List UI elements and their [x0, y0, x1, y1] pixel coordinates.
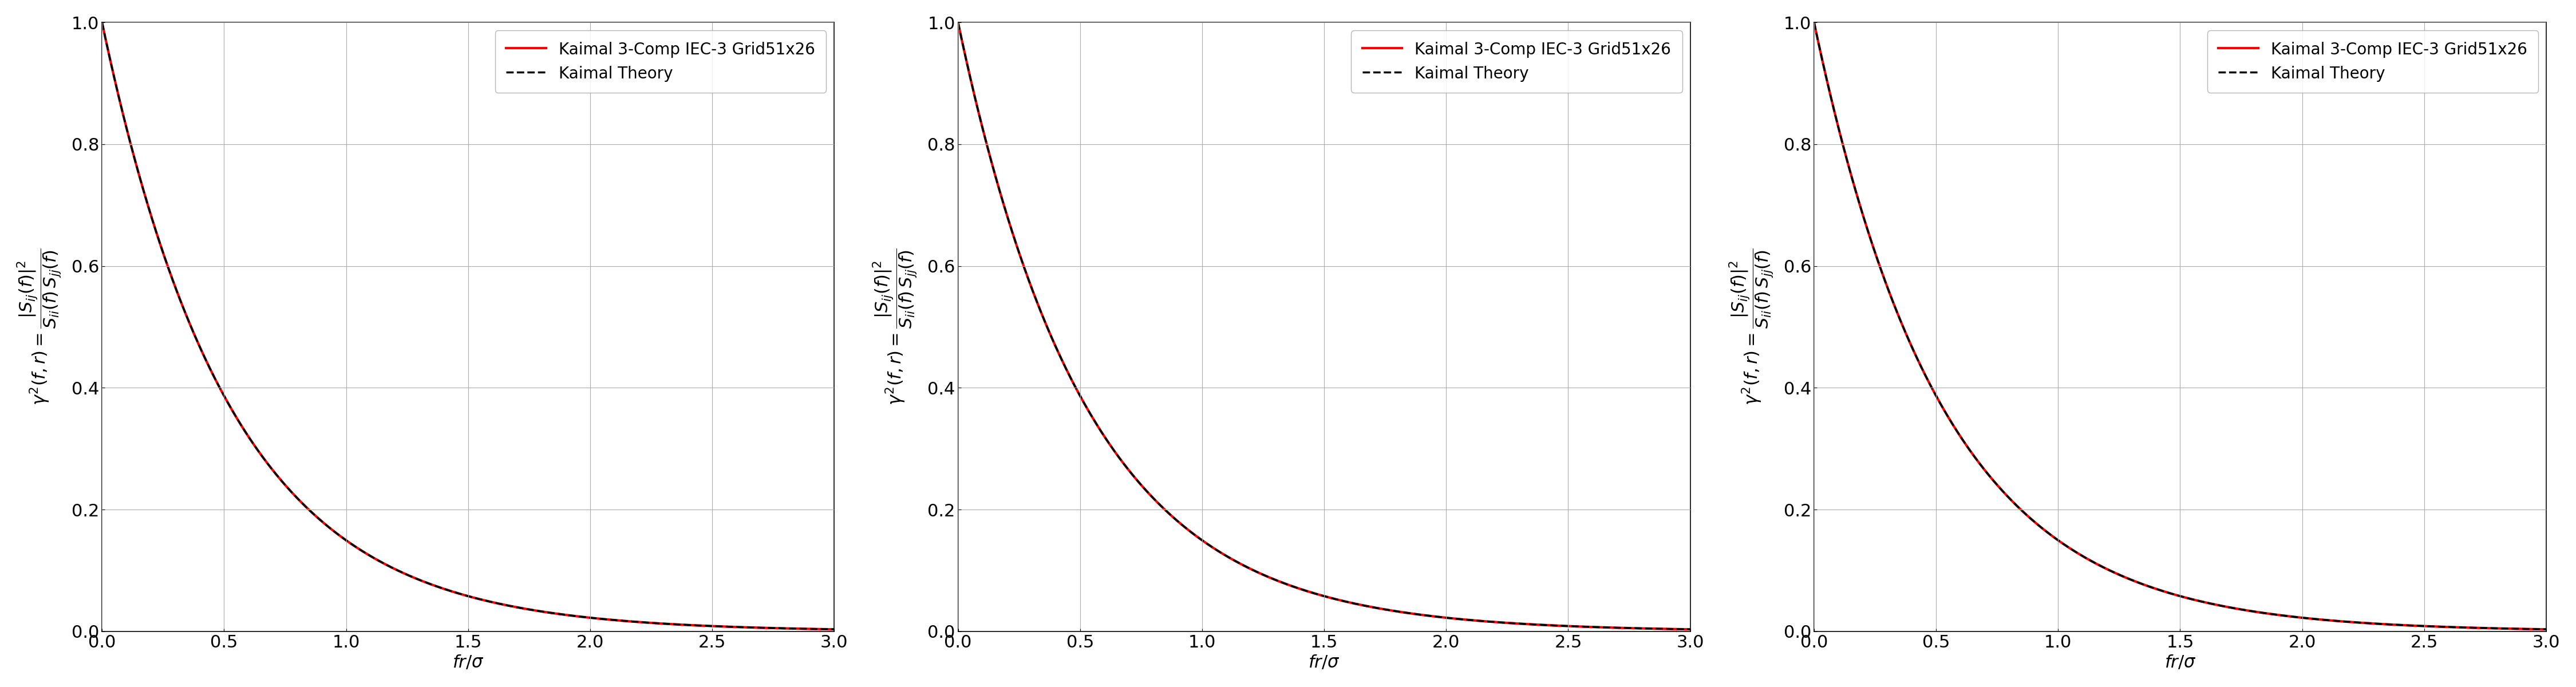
Kaimal 3-Comp IEC-3 Grid51x26: [1582, 623, 1613, 631]
Kaimal 3-Comp IEC-3 Grid51x26: [804, 625, 835, 633]
Kaimal Theory: [2517, 625, 2548, 633]
Line: Kaimal 3-Comp IEC-3 Grid51x26: Kaimal 3-Comp IEC-3 Grid51x26: [958, 23, 1690, 629]
Kaimal Theory: [1927, 401, 1958, 409]
Kaimal 3-Comp IEC-3 Grid51x26: [1798, 19, 1829, 27]
Kaimal Theory: [1582, 623, 1613, 631]
Kaimal Theory: [943, 19, 974, 27]
Kaimal Theory: [1224, 559, 1255, 567]
Kaimal Theory: [2112, 574, 2143, 582]
Kaimal 3-Comp IEC-3 Grid51x26: [1662, 625, 1692, 633]
Kaimal 3-Comp IEC-3 Grid51x26: [170, 309, 201, 317]
Kaimal 3-Comp IEC-3 Grid51x26: [88, 19, 118, 27]
Kaimal 3-Comp IEC-3 Grid51x26: [726, 623, 757, 631]
Line: Kaimal Theory: Kaimal Theory: [958, 23, 1690, 629]
Line: Kaimal Theory: Kaimal Theory: [103, 23, 835, 629]
Kaimal Theory: [1674, 625, 1705, 633]
Kaimal Theory: [214, 401, 245, 409]
Kaimal 3-Comp IEC-3 Grid51x26: [2079, 559, 2110, 567]
Line: Kaimal 3-Comp IEC-3 Grid51x26: Kaimal 3-Comp IEC-3 Grid51x26: [103, 23, 835, 629]
Kaimal 3-Comp IEC-3 Grid51x26: [2517, 625, 2548, 633]
Kaimal 3-Comp IEC-3 Grid51x26: [2437, 623, 2468, 631]
Kaimal Theory: [368, 559, 399, 567]
Kaimal Theory: [2437, 623, 2468, 631]
Kaimal Theory: [2530, 625, 2561, 633]
Kaimal Theory: [819, 625, 850, 633]
Kaimal Theory: [804, 625, 835, 633]
Kaimal Theory: [88, 19, 118, 27]
Kaimal 3-Comp IEC-3 Grid51x26: [819, 625, 850, 633]
Kaimal Theory: [1069, 401, 1100, 409]
Kaimal Theory: [726, 623, 757, 631]
Kaimal 3-Comp IEC-3 Grid51x26: [399, 574, 430, 582]
Kaimal 3-Comp IEC-3 Grid51x26: [1224, 559, 1255, 567]
Kaimal Theory: [1883, 309, 1914, 317]
Kaimal Theory: [2079, 559, 2110, 567]
X-axis label: $fr/\sigma$: $fr/\sigma$: [1309, 654, 1340, 671]
Kaimal 3-Comp IEC-3 Grid51x26: [943, 19, 974, 27]
Y-axis label: $\gamma^2(f,r) = \dfrac{|S_{ij}(f)|^2}{S_{ii}(f)\, S_{jj}(f)}$: $\gamma^2(f,r) = \dfrac{|S_{ij}(f)|^2}{S…: [15, 249, 64, 405]
X-axis label: $fr/\sigma$: $fr/\sigma$: [453, 654, 484, 671]
Kaimal Theory: [399, 574, 430, 582]
Kaimal Theory: [170, 309, 201, 317]
Kaimal 3-Comp IEC-3 Grid51x26: [214, 401, 245, 409]
X-axis label: $fr/\sigma$: $fr/\sigma$: [2164, 654, 2197, 671]
Line: Kaimal Theory: Kaimal Theory: [1814, 23, 2545, 629]
Kaimal Theory: [1798, 19, 1829, 27]
Line: Kaimal 3-Comp IEC-3 Grid51x26: Kaimal 3-Comp IEC-3 Grid51x26: [1814, 23, 2545, 629]
Legend: Kaimal 3-Comp IEC-3 Grid51x26, Kaimal Theory: Kaimal 3-Comp IEC-3 Grid51x26, Kaimal Th…: [2208, 30, 2537, 93]
Kaimal 3-Comp IEC-3 Grid51x26: [1025, 309, 1056, 317]
Kaimal 3-Comp IEC-3 Grid51x26: [2112, 574, 2143, 582]
Kaimal 3-Comp IEC-3 Grid51x26: [1883, 309, 1914, 317]
Kaimal Theory: [1025, 309, 1056, 317]
Y-axis label: $\gamma^2(f,r) = \dfrac{|S_{ij}(f)|^2}{S_{ii}(f)\, S_{jj}(f)}$: $\gamma^2(f,r) = \dfrac{|S_{ij}(f)|^2}{S…: [1728, 249, 1775, 405]
Kaimal 3-Comp IEC-3 Grid51x26: [1927, 401, 1958, 409]
Kaimal Theory: [1255, 574, 1285, 582]
Kaimal 3-Comp IEC-3 Grid51x26: [2530, 625, 2561, 633]
Kaimal 3-Comp IEC-3 Grid51x26: [1255, 574, 1285, 582]
Kaimal 3-Comp IEC-3 Grid51x26: [1674, 625, 1705, 633]
Kaimal Theory: [1662, 625, 1692, 633]
Kaimal 3-Comp IEC-3 Grid51x26: [1069, 401, 1100, 409]
Kaimal 3-Comp IEC-3 Grid51x26: [368, 559, 399, 567]
Y-axis label: $\gamma^2(f,r) = \dfrac{|S_{ij}(f)|^2}{S_{ii}(f)\, S_{jj}(f)}$: $\gamma^2(f,r) = \dfrac{|S_{ij}(f)|^2}{S…: [871, 249, 920, 405]
Legend: Kaimal 3-Comp IEC-3 Grid51x26, Kaimal Theory: Kaimal 3-Comp IEC-3 Grid51x26, Kaimal Th…: [495, 30, 827, 93]
Legend: Kaimal 3-Comp IEC-3 Grid51x26, Kaimal Theory: Kaimal 3-Comp IEC-3 Grid51x26, Kaimal Th…: [1352, 30, 1682, 93]
